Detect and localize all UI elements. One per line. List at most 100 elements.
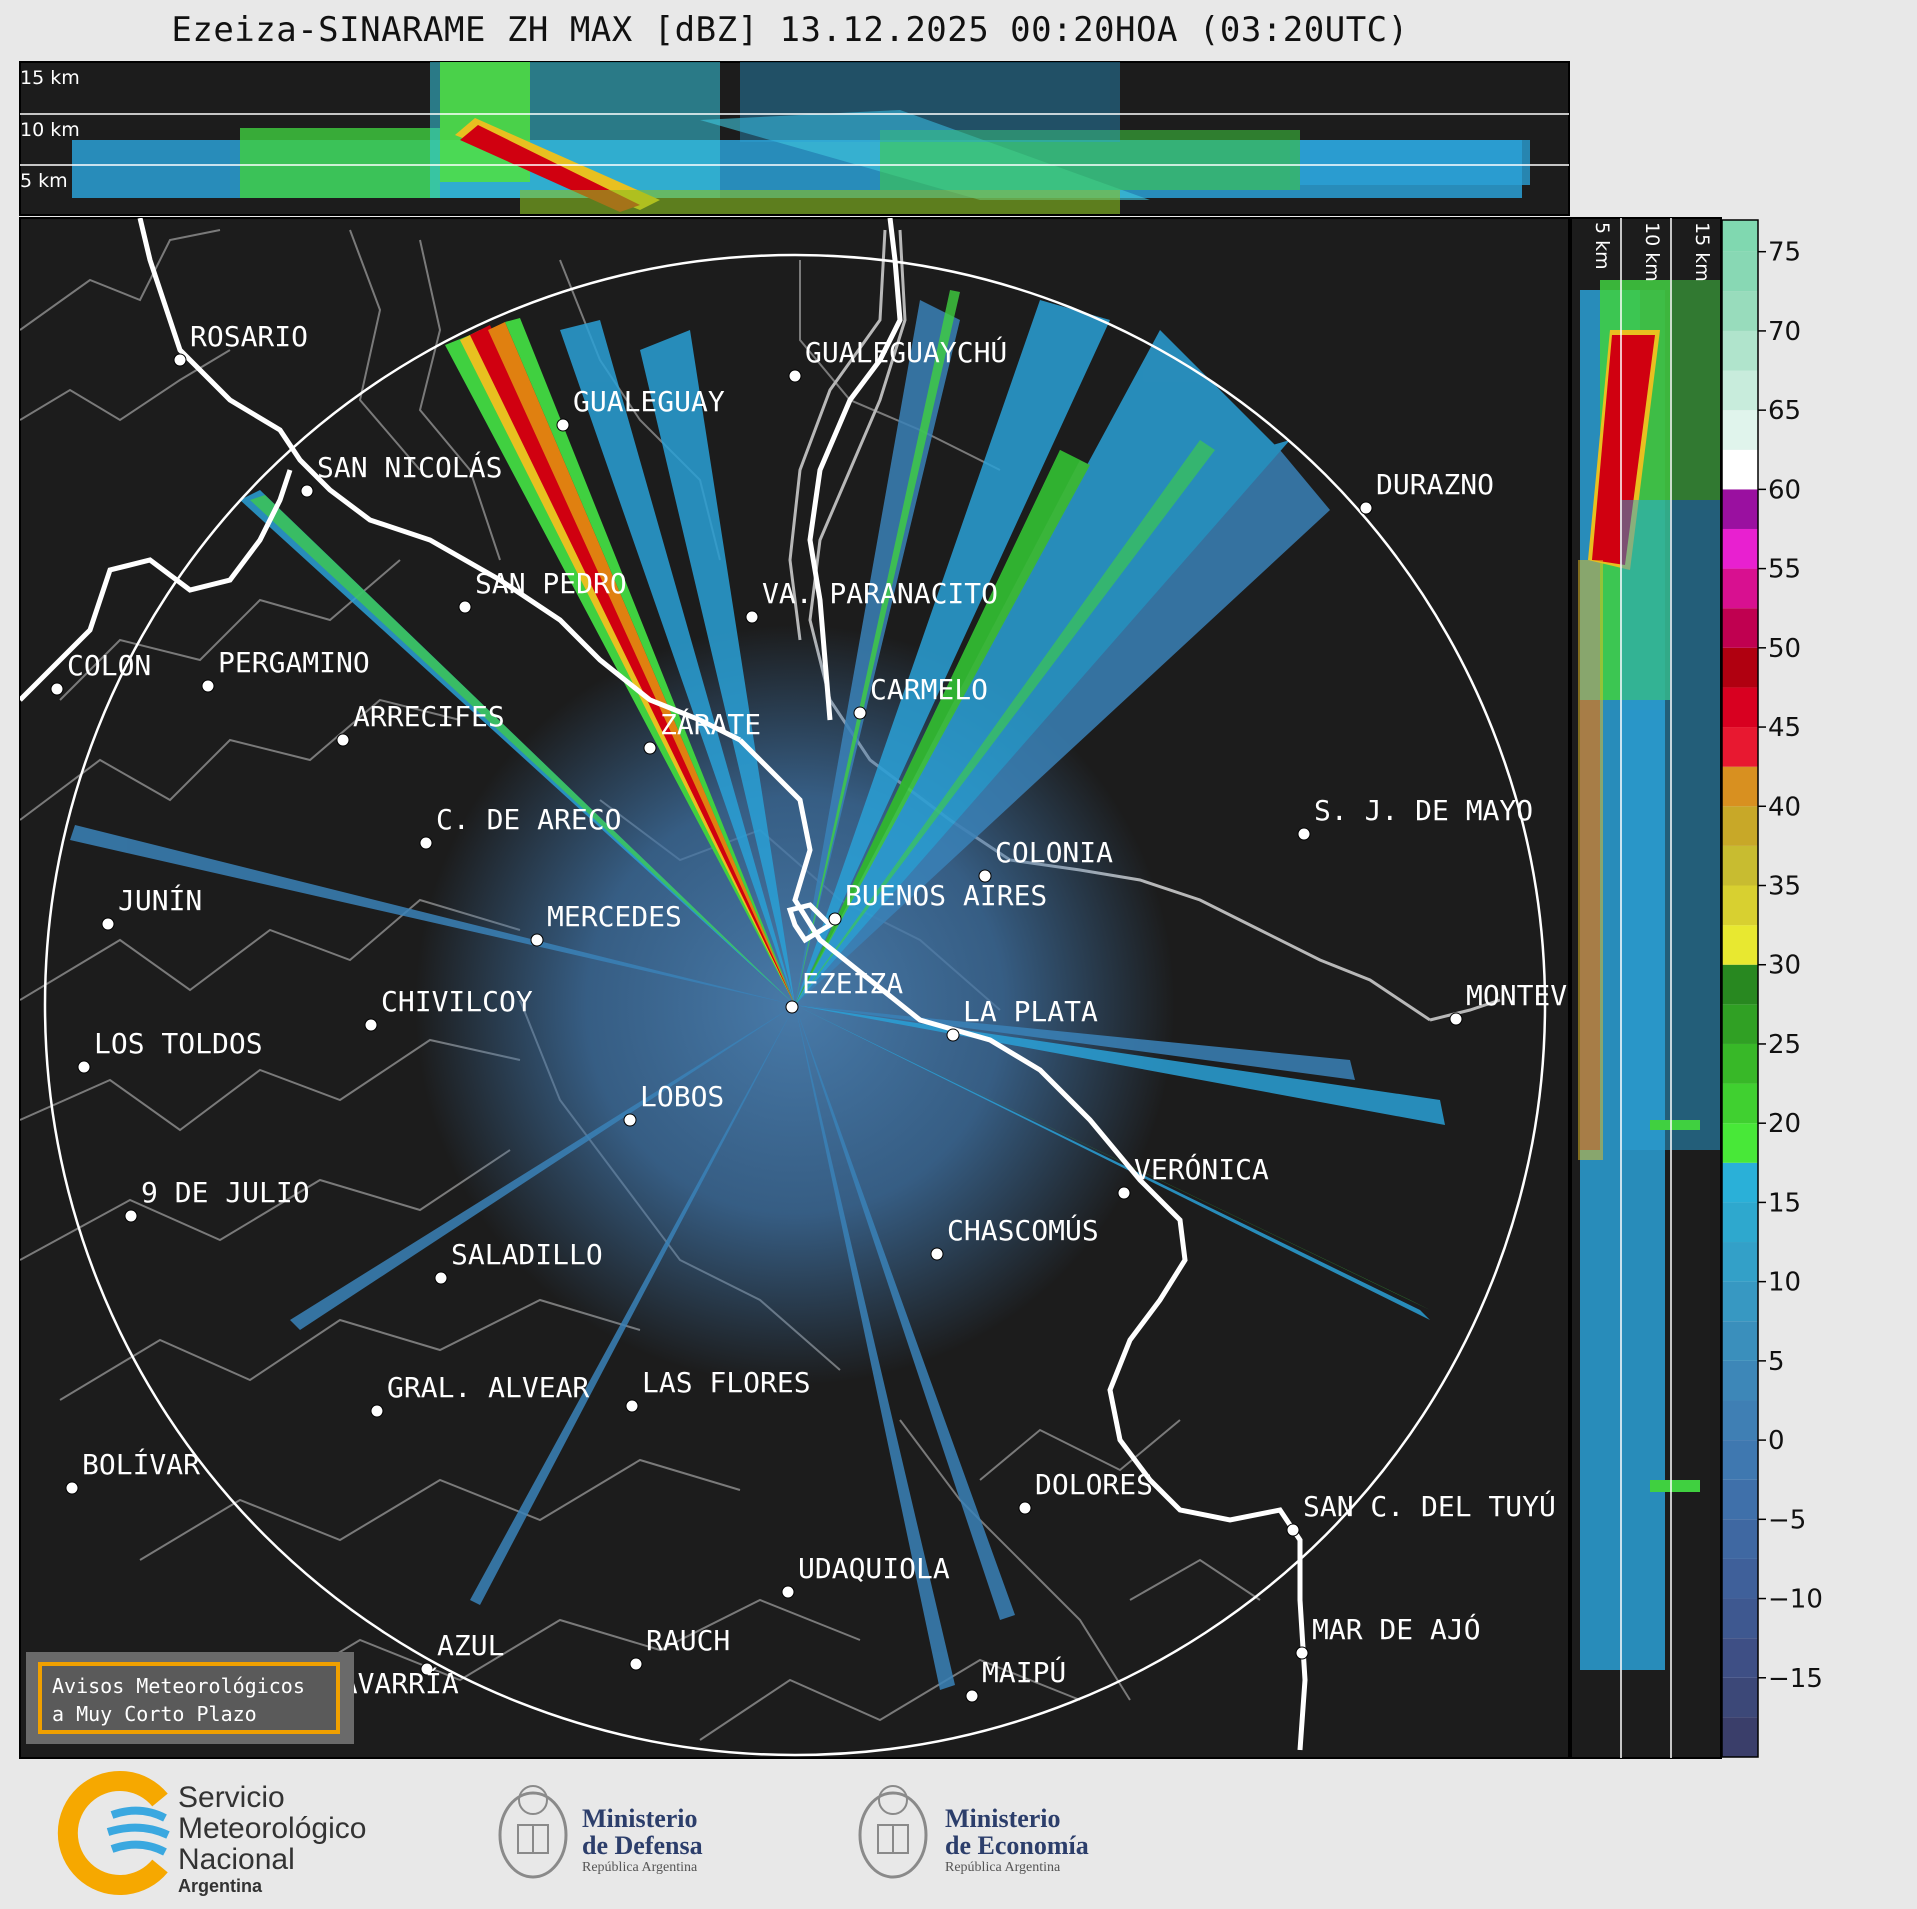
city-14: COLONIA	[978, 836, 1113, 883]
economia-line2: de Economía	[945, 1831, 1089, 1860]
city-label: SAN NICOLÁS	[317, 450, 502, 484]
smn-line4: Argentina	[178, 1876, 263, 1896]
city-marker-dot	[781, 1585, 795, 1599]
city-marker-dot	[124, 1209, 138, 1223]
colorbar-tick-label: 5	[1768, 1347, 1785, 1377]
city-33: UDAQUIOLA	[781, 1552, 950, 1599]
colorbar-tick-label: −5	[1768, 1505, 1806, 1535]
city-label: MAIPÚ	[982, 1655, 1066, 1689]
city-marker-dot	[946, 1028, 960, 1042]
city-label: CHIVILCOY	[381, 985, 533, 1018]
city-marker-dot	[1018, 1501, 1032, 1515]
city-label: COLONIA	[995, 836, 1113, 869]
city-23: LOBOS	[623, 1080, 724, 1127]
city-marker-dot	[623, 1113, 637, 1127]
colorbar-band	[1722, 1598, 1758, 1639]
city-marker-dot	[173, 353, 187, 367]
city-26: CHASCOMÚS	[930, 1213, 1099, 1261]
economia-logo-text: Ministerio de Economía República Argenti…	[945, 1805, 1089, 1877]
colorbar-band	[1722, 1519, 1758, 1559]
avisos-line1: Avisos Meteorológicos	[52, 1674, 305, 1698]
city-marker-dot	[458, 600, 472, 614]
defensa-line1: Ministerio	[582, 1804, 698, 1833]
city-marker-dot	[1286, 1523, 1300, 1537]
city-34: MAR DE AJÓ	[1295, 1612, 1481, 1660]
city-20: EZEIZA	[785, 967, 903, 1014]
smn-line2: Meteorológico	[178, 1812, 367, 1845]
city-marker-dot	[65, 1481, 79, 1495]
city-label: GUALEGUAYCHÚ	[805, 335, 1007, 369]
city-16: BUENOS AIRES	[828, 879, 1047, 926]
city-label: AZUL	[437, 1629, 504, 1662]
colorbar-band	[1722, 687, 1758, 728]
city-31: DOLORES	[1018, 1468, 1153, 1515]
city-11: ZÁRATE	[643, 707, 761, 755]
city-marker-dot	[1359, 501, 1373, 515]
chart-title: Ezeiza-SINARAME ZH MAX [dBZ] 13.12.2025 …	[171, 10, 1409, 50]
colorbar-band	[1722, 1004, 1758, 1044]
colorbar-band	[1722, 766, 1758, 807]
colorbar-band	[1722, 1202, 1758, 1243]
colorbar-band	[1722, 845, 1758, 886]
city-label: GRAL. ALVEAR	[387, 1371, 589, 1404]
city-12: S. J. DE MAYO	[1297, 794, 1533, 841]
right-km-label-5: 5 km	[1591, 222, 1613, 270]
city-marker-dot	[364, 1018, 378, 1032]
city-label: LOS TOLDOS	[94, 1027, 263, 1060]
smn-line3: Nacional	[178, 1843, 295, 1876]
city-marker-dot	[370, 1404, 384, 1418]
colorbar-band	[1722, 1083, 1758, 1124]
city-label: EZEIZA	[802, 967, 903, 1000]
colorbar-band	[1722, 489, 1758, 529]
city-4: DURAZNO	[1359, 468, 1494, 515]
avisos-link-box[interactable]: Avisos Meteorológicos a Muy Corto Plazo	[38, 1662, 340, 1734]
colorbar-tick-label: 45	[1768, 713, 1801, 743]
colorbar-tick-label: 10	[1768, 1268, 1801, 1298]
colorbar-band	[1722, 1717, 1758, 1757]
colorbar-band	[1722, 528, 1758, 569]
city-22: LOS TOLDOS	[77, 1027, 263, 1074]
top-km-label-5: 5 km	[20, 170, 68, 192]
city-32: SAN C. DEL TUYÚ	[1286, 1489, 1556, 1537]
city-marker-dot	[1295, 1646, 1309, 1660]
city-13: C. DE ARECO	[419, 803, 621, 850]
right-km-label-15: 15 km	[1691, 222, 1713, 282]
city-label: BUENOS AIRES	[845, 879, 1047, 912]
city-marker-dot	[828, 912, 842, 926]
colorbar-tick-label: −10	[1768, 1585, 1823, 1615]
coastline	[20, 218, 1308, 1751]
city-marker-dot	[745, 610, 759, 624]
city-36: RAUCH	[629, 1624, 730, 1671]
city-label: SAN PEDRO	[475, 567, 627, 600]
city-3: SAN NICOLÁS	[300, 450, 502, 498]
colorbar-band	[1722, 647, 1758, 688]
city-marker-dot	[530, 933, 544, 947]
colorbar-tick-label: 65	[1768, 396, 1801, 426]
city-marker-dot	[77, 1060, 91, 1074]
defensa-seal-icon	[498, 1785, 568, 1879]
city-10: ARRECIFES	[336, 700, 505, 747]
colorbar-bands	[1722, 220, 1758, 1757]
colorbar-band	[1722, 1440, 1758, 1480]
colorbar-tick-label: −15	[1768, 1664, 1823, 1694]
city-marker-dot	[419, 836, 433, 850]
city-marker-dot	[1117, 1186, 1131, 1200]
city-label: ROSARIO	[190, 320, 308, 353]
city-label: VERÓNICA	[1134, 1152, 1269, 1186]
smn-logo-text: Servicio Meteorológico Nacional Argentin…	[178, 1782, 366, 1897]
colorbar-band	[1722, 1479, 1758, 1520]
city-label: ARRECIFES	[353, 700, 505, 733]
city-21: LA PLATA	[946, 995, 1098, 1042]
city-marker-dot	[978, 869, 992, 883]
city-19: CHIVILCOY	[364, 985, 533, 1032]
colorbar-band	[1722, 1242, 1758, 1282]
city-label: GUALEGUAY	[573, 385, 725, 418]
colorbar-band	[1722, 608, 1758, 648]
city-marker-dot	[785, 1000, 799, 1014]
colorbar-tick-label: 40	[1768, 792, 1801, 822]
top-km-label-10: 10 km	[20, 119, 80, 141]
city-29: LAS FLORES	[625, 1366, 811, 1413]
city-label: CHASCOMÚS	[947, 1213, 1099, 1247]
city-label: COLON	[67, 649, 151, 682]
city-label: SALADILLO	[451, 1238, 603, 1271]
